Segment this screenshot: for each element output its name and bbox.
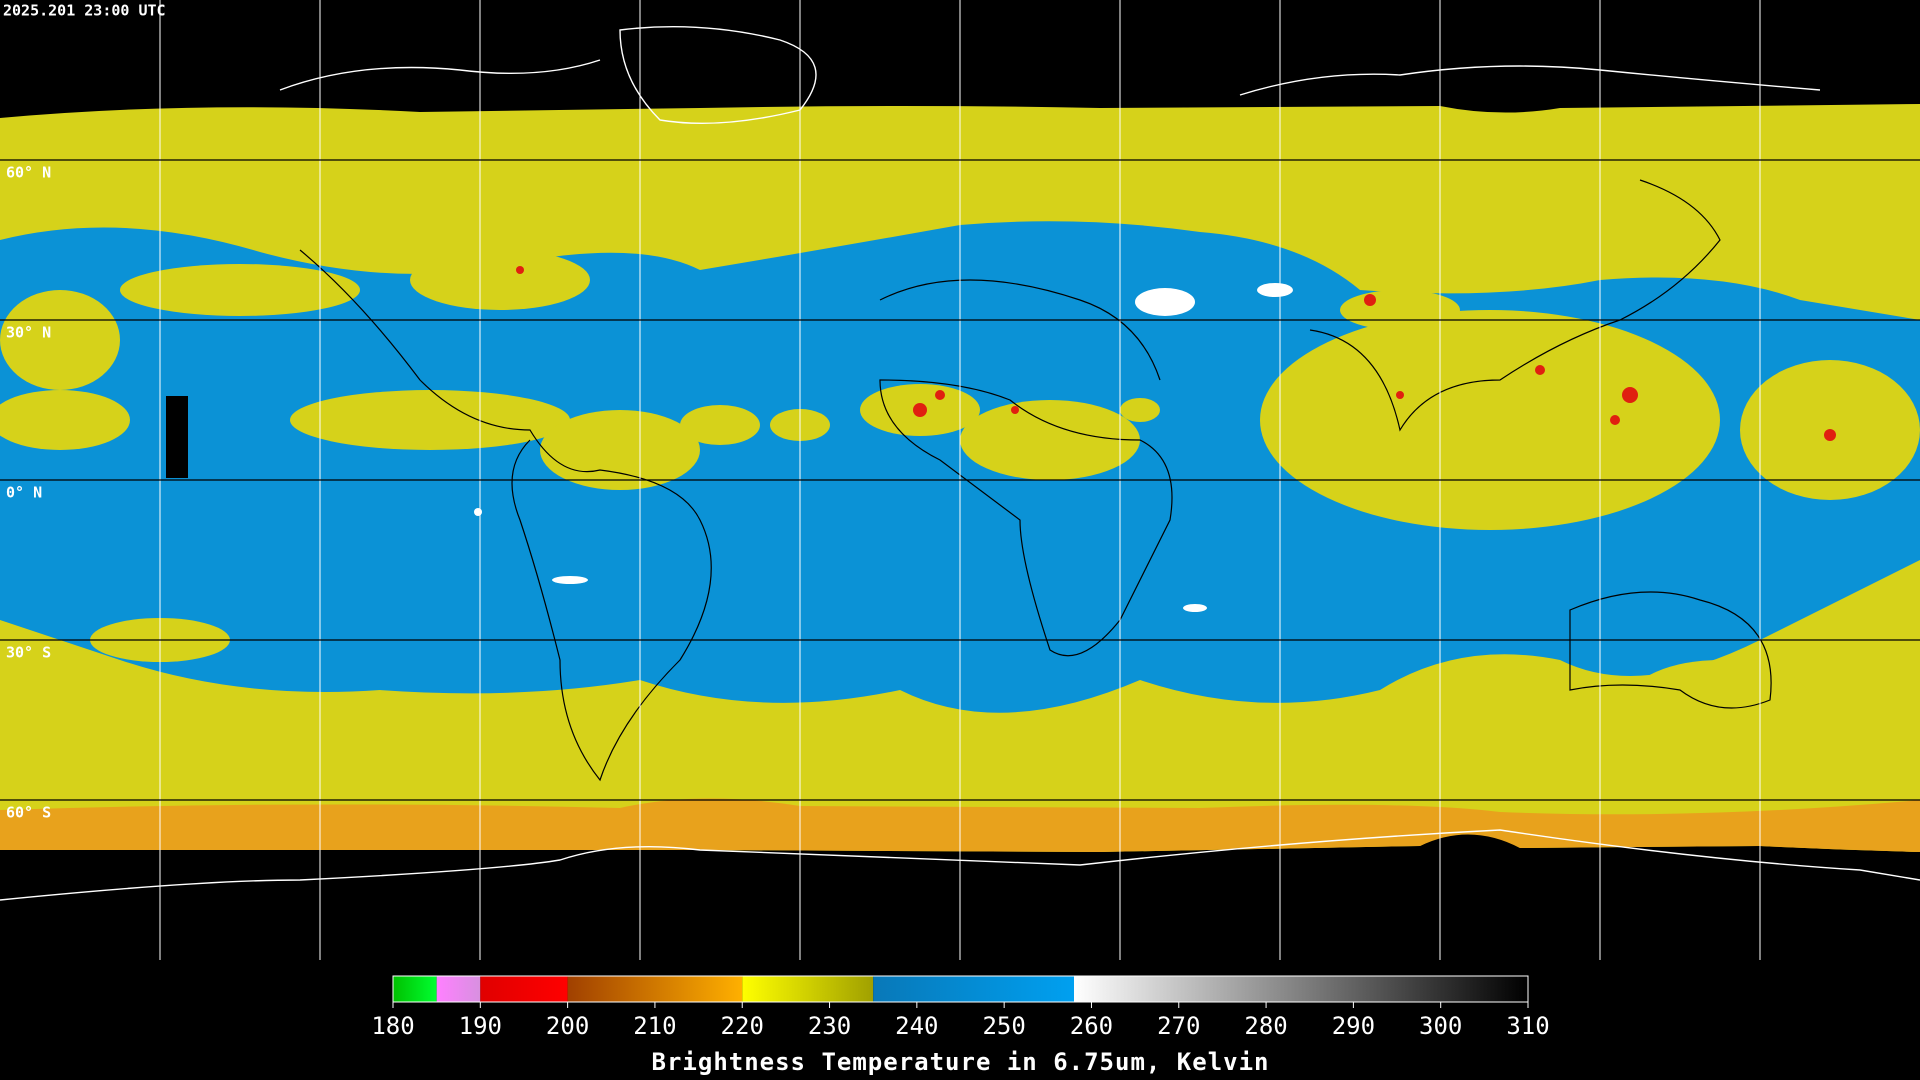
colorbar-tick-label: 270 <box>1157 1012 1200 1040</box>
colorbar-tick-label: 180 <box>371 1012 414 1040</box>
colorbar-tick-label: 190 <box>459 1012 502 1040</box>
colorbar-segment <box>567 976 743 1002</box>
colorbar-tick-label: 310 <box>1506 1012 1549 1040</box>
colorbar-segment <box>480 976 568 1002</box>
colorbar-tick-label: 200 <box>546 1012 589 1040</box>
colorbar-tick-label: 300 <box>1419 1012 1462 1040</box>
colorbar-title: Brightness Temperature in 6.75um, Kelvin <box>652 1048 1270 1076</box>
colorbar-tick-label: 290 <box>1332 1012 1375 1040</box>
colorbar-segment <box>742 976 874 1002</box>
colorbar-tick-label: 250 <box>982 1012 1025 1040</box>
colorbar: 180 190 200 210 220 230 240 250 260 270 280 290 300 3… <box>371 975 1550 1076</box>
latitude-label: 0° N <box>6 484 42 502</box>
colorbar-segment <box>1074 976 1528 1002</box>
deep-convection <box>516 266 1836 441</box>
latitude-label: 30° N <box>6 324 51 342</box>
colorbar-tick-label: 280 <box>1244 1012 1287 1040</box>
colorbar-segment <box>393 976 437 1002</box>
colorbar-tick-label: 220 <box>721 1012 764 1040</box>
coastlines <box>299 179 1772 782</box>
colorbar-tick-label: 240 <box>895 1012 938 1040</box>
colorbar-segment <box>436 976 481 1002</box>
latitude-label: 60° N <box>6 164 51 182</box>
colorbar-frame <box>392 975 1529 1003</box>
timestamp: 2025.201 23:00 UTC <box>3 2 166 20</box>
graticule: 60° N 30° N 0° N 30° S 60° S <box>6 0 1761 960</box>
latitude-label: 60° S <box>6 804 51 822</box>
colorbar-segment <box>873 976 1074 1002</box>
colorbar-tick-label: 260 <box>1070 1012 1113 1040</box>
warm-dry-spots <box>474 283 1293 612</box>
latitude-label: 30° S <box>6 644 51 662</box>
data-gap <box>166 396 188 478</box>
colorbar-tick-label: 230 <box>808 1012 851 1040</box>
colorbar-tick-label: 210 <box>633 1012 676 1040</box>
